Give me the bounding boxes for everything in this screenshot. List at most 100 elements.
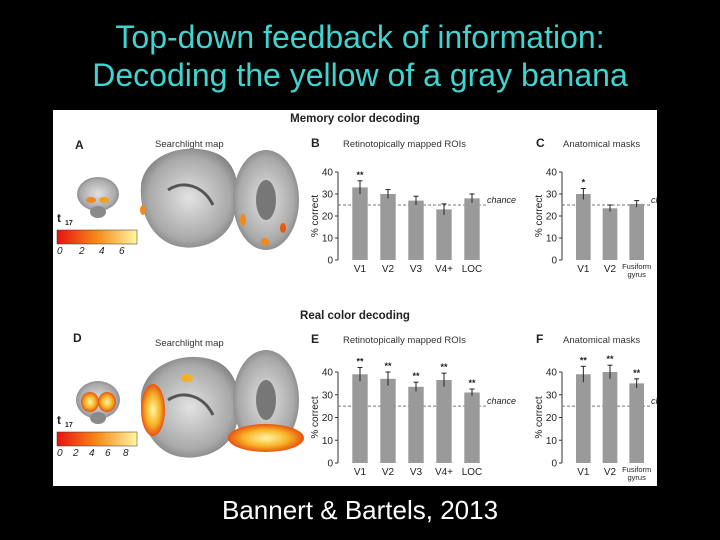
slide-title: Top-down feedback of information: Decodi… bbox=[0, 18, 720, 94]
y-tick-label: 0 bbox=[327, 256, 333, 267]
significance-marker: ** bbox=[356, 170, 364, 180]
y-tick-label: 10 bbox=[546, 234, 558, 245]
y-tick-label: 0 bbox=[551, 459, 557, 470]
significance-marker: ** bbox=[633, 368, 641, 378]
y-tick-label: 20 bbox=[546, 212, 558, 223]
bar bbox=[380, 378, 396, 463]
x-tick-label: V4+ bbox=[435, 264, 453, 275]
chance-label: chance bbox=[651, 195, 657, 205]
figure-svg: Memory color decoding Real color decodin… bbox=[56, 113, 657, 482]
figure-panel: Memory color decoding Real color decodin… bbox=[53, 110, 657, 486]
colorbar-d: t 17 0 2 4 6 8 bbox=[56, 413, 138, 459]
scale-d-4: 8 bbox=[123, 448, 129, 459]
stat-label-d: t bbox=[57, 413, 61, 427]
y-axis-label: % correct bbox=[310, 195, 321, 237]
x-tick-label: V3 bbox=[410, 264, 423, 275]
x-tick-label: V2 bbox=[382, 264, 395, 275]
x-tick-label-part: gyrus bbox=[627, 473, 646, 482]
y-tick-label: 30 bbox=[322, 390, 334, 401]
y-tick-label: 10 bbox=[546, 436, 558, 447]
x-tick-label: V1 bbox=[354, 264, 367, 275]
x-tick-label: LOC bbox=[462, 467, 483, 478]
panel-subtitle: Retinotopically mapped ROIs bbox=[343, 139, 466, 150]
brain-coronal-d bbox=[76, 381, 120, 424]
x-tick-label: V2 bbox=[604, 264, 617, 275]
x-tick-label: V2 bbox=[382, 467, 395, 478]
panel-letter-e: E bbox=[311, 332, 319, 346]
citation: Bannert & Bartels, 2013 bbox=[221, 495, 499, 525]
y-tick-label: 20 bbox=[322, 413, 334, 424]
y-tick-label: 40 bbox=[546, 368, 558, 379]
significance-marker: ** bbox=[412, 371, 420, 381]
scale-d-3: 6 bbox=[105, 448, 111, 459]
colorbar-a: t 17 0 2 4 6 bbox=[56, 211, 138, 257]
bar bbox=[352, 187, 368, 260]
section-title-real: Real color decoding bbox=[300, 310, 410, 322]
brain-sagittal-d bbox=[140, 356, 240, 458]
bar bbox=[436, 379, 452, 463]
bar bbox=[464, 392, 480, 463]
y-tick-label: 30 bbox=[546, 390, 558, 401]
scale-d-2: 4 bbox=[89, 448, 95, 459]
x-tick-label: V1 bbox=[577, 467, 590, 478]
x-tick-label: V3 bbox=[410, 467, 423, 478]
scale-a-2: 4 bbox=[99, 246, 105, 257]
bar bbox=[380, 194, 396, 260]
bar bbox=[436, 209, 452, 260]
bar-chart-e: E Retinotopically mapped ROIs 0 10 20 30 40 % c… bbox=[310, 332, 516, 478]
bar bbox=[576, 374, 591, 463]
bar-charts: B Retinotopically mapped ROIs 0 10 20 30 40 % c… bbox=[310, 136, 657, 482]
panel-subtitle: Anatomical masks bbox=[563, 335, 640, 346]
significance-marker: ** bbox=[468, 378, 476, 388]
scale-a-3: 6 bbox=[119, 246, 125, 257]
panel-letter-c: C bbox=[536, 136, 545, 150]
brain-axial-a bbox=[233, 150, 299, 250]
panel-letter-b: B bbox=[311, 136, 320, 150]
section-title-memory: Memory color decoding bbox=[290, 113, 420, 125]
bar bbox=[352, 374, 368, 463]
stat-sub-d: 17 bbox=[65, 422, 73, 429]
panel-d-label: Searchlight map bbox=[155, 338, 224, 349]
x-tick-label: V2 bbox=[604, 467, 617, 478]
significance-marker: ** bbox=[356, 356, 364, 366]
y-tick-label: 20 bbox=[322, 212, 334, 223]
brain-coronal-a bbox=[77, 177, 119, 218]
bar bbox=[408, 386, 424, 463]
x-tick-label: V1 bbox=[354, 467, 367, 478]
y-tick-label: 40 bbox=[546, 168, 558, 179]
significance-marker: ** bbox=[580, 355, 588, 365]
y-axis-label: % correct bbox=[310, 396, 321, 438]
bar bbox=[464, 198, 480, 260]
bar bbox=[629, 203, 644, 260]
panel-letter-a: A bbox=[75, 138, 84, 152]
significance-marker: ** bbox=[440, 362, 448, 372]
y-tick-label: 30 bbox=[546, 190, 558, 201]
chance-label: chance bbox=[651, 396, 657, 406]
significance-marker: * bbox=[582, 178, 586, 188]
panel-a-label: Searchlight map bbox=[155, 139, 224, 150]
scale-a-1: 2 bbox=[78, 246, 85, 257]
stat-sub-a: 17 bbox=[65, 220, 73, 227]
y-tick-label: 0 bbox=[327, 459, 333, 470]
y-tick-label: 30 bbox=[322, 190, 334, 201]
x-tick-label: Fusiform gyrus bbox=[622, 262, 651, 279]
chance-label: chance bbox=[487, 396, 516, 406]
y-tick-label: 40 bbox=[322, 168, 334, 179]
y-tick-label: 20 bbox=[546, 413, 558, 424]
bar bbox=[602, 208, 618, 260]
bar bbox=[408, 200, 424, 260]
bar-chart-c: C Anatomical masks 0 10 20 30 40 % correct chanc… bbox=[534, 136, 657, 279]
x-tick-label: LOC bbox=[462, 264, 483, 275]
x-tick-label: Fusiform gyrus bbox=[622, 465, 651, 482]
slide-title-line1: Top-down feedback of information: bbox=[115, 19, 605, 55]
panel-letter-f: F bbox=[536, 332, 543, 346]
brain-axial-d bbox=[228, 350, 304, 452]
y-tick-label: 10 bbox=[322, 436, 334, 447]
x-tick-label-part: gyrus bbox=[627, 270, 646, 279]
y-axis-label: % correct bbox=[534, 195, 545, 237]
significance-marker: ** bbox=[384, 361, 392, 371]
x-tick-label: V1 bbox=[577, 264, 590, 275]
bar bbox=[576, 194, 591, 260]
y-tick-label: 10 bbox=[322, 234, 334, 245]
y-axis-label: % correct bbox=[534, 396, 545, 438]
